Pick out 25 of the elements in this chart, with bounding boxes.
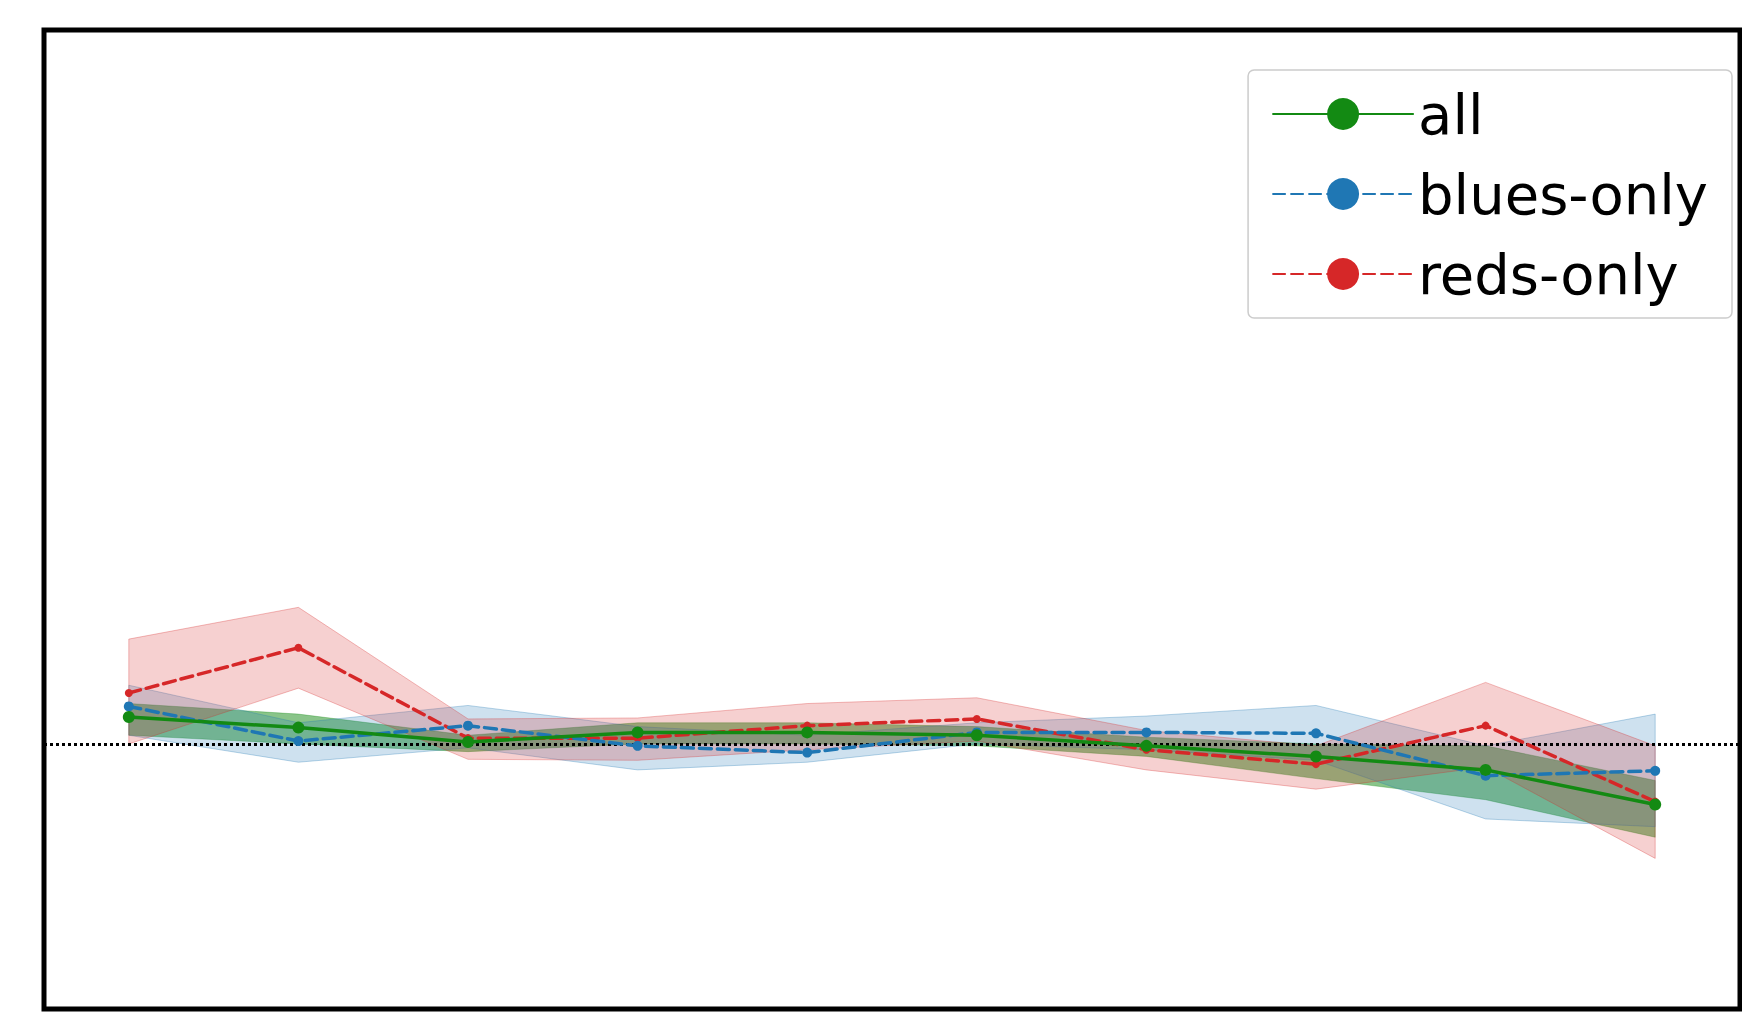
point (122, 711, 135, 723)
point (463, 720, 473, 731)
point (1649, 798, 1662, 811)
point (124, 688, 133, 697)
point (1650, 765, 1661, 776)
point (1481, 721, 1490, 730)
legend-label: all (1418, 81, 1484, 147)
point (294, 643, 303, 652)
legend-label: reds-only (1418, 241, 1679, 307)
point (123, 701, 134, 712)
point (293, 736, 304, 747)
point (802, 747, 813, 758)
point (1141, 727, 1152, 738)
point (970, 729, 983, 742)
point (972, 714, 981, 723)
point (1140, 739, 1153, 752)
point (801, 726, 814, 739)
point (1311, 728, 1321, 739)
point (1310, 750, 1322, 763)
point (632, 740, 643, 751)
point (462, 736, 474, 749)
point (292, 721, 305, 734)
point (1479, 763, 1492, 776)
point (631, 726, 644, 739)
legend-label: blues-only (1418, 161, 1709, 227)
